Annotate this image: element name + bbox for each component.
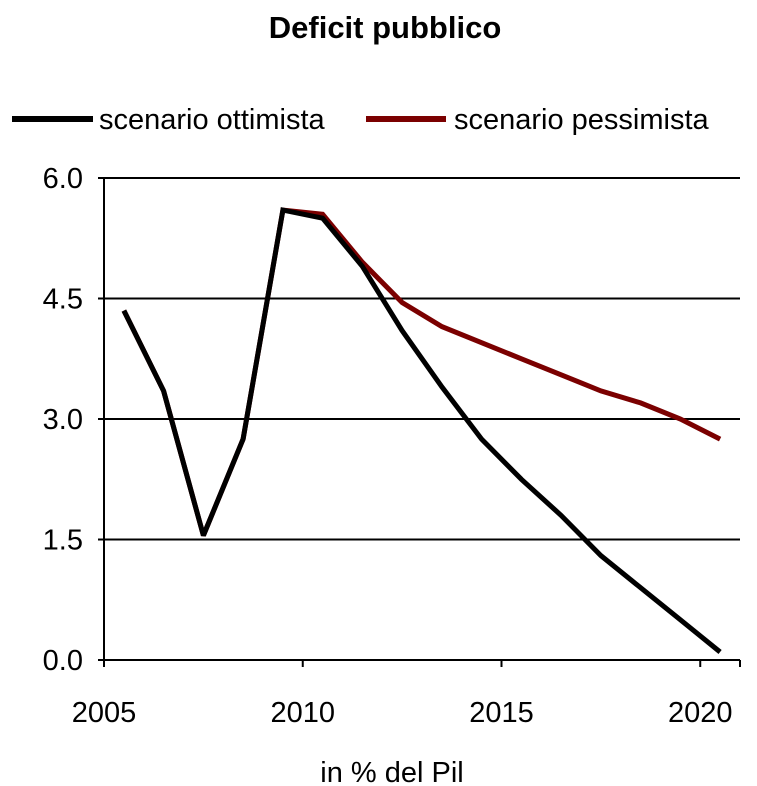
x-tick-label-0: 2005 — [72, 697, 137, 729]
series-lines — [121, 207, 722, 654]
x-tick-label-2: 2015 — [469, 697, 534, 729]
legend-label-pessimista: scenario pessimista — [454, 104, 710, 136]
y-tick-labels: 6.0 4.5 3.0 1.5 0.0 — [43, 163, 83, 677]
axes — [98, 177, 741, 667]
x-axis-label: in % del Pil — [320, 757, 463, 786]
series-line-pessimista — [121, 207, 722, 537]
gridlines — [104, 177, 740, 541]
y-tick-label-4: 0.0 — [43, 645, 83, 677]
legend-label-ottimista: scenario ottimista — [99, 104, 326, 136]
x-tick-labels: 2005 2010 2015 2020 — [72, 697, 733, 729]
x-tick-label-3: 2020 — [668, 697, 733, 729]
y-tick-label-0: 6.0 — [43, 163, 83, 195]
y-tick-label-2: 3.0 — [43, 404, 83, 436]
series-line-ottimista — [121, 207, 722, 654]
chart-title: Deficit pubblico — [269, 10, 502, 45]
x-tick-label-1: 2010 — [270, 697, 335, 729]
y-tick-label-3: 1.5 — [43, 525, 83, 557]
y-tick-label-1: 4.5 — [43, 284, 83, 316]
legend: scenario ottimista scenario pessimista — [12, 104, 710, 136]
